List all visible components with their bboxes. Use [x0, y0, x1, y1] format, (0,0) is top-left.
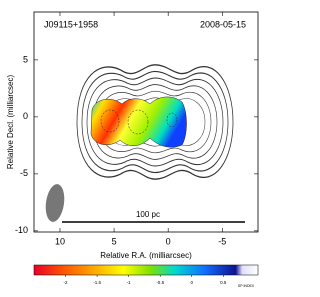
y-axis-label: Relative Decl. (milliarcsec) — [6, 75, 15, 170]
colorbar-tick-label: -0.5 — [156, 280, 164, 285]
x-tick-label: 10 — [55, 236, 65, 246]
colorbar-tick-label: -1.5 — [93, 280, 101, 285]
x-tick-label: 5 — [112, 236, 117, 246]
y-tick-label: -5 — [20, 168, 28, 178]
colorbar-tick-label: 0.5 — [220, 280, 227, 285]
colorbar-label: SP INDEX — [238, 284, 255, 288]
colorbar-tick-label: -1 — [127, 280, 131, 285]
colorbar-tick-label: -2 — [64, 280, 68, 285]
x-tick-label: -5 — [218, 236, 226, 246]
y-tick-label: 5 — [23, 54, 28, 64]
inner-contours — [100, 109, 178, 135]
y-tick-label: 0 — [23, 111, 28, 121]
chart-title: J09115+1958 — [44, 19, 98, 29]
x-tick-label: 0 — [166, 236, 171, 246]
colorbar — [33, 264, 259, 276]
scale-label: 100 pc — [136, 210, 160, 219]
x-axis-label: Relative R.A. (milliarcsec) — [100, 251, 192, 260]
emission — [90, 96, 187, 148]
colorbar-tick-label: 0 — [190, 280, 193, 285]
chart: 100 pc J09115+1958 2008-05-15 Relative R… — [6, 11, 259, 288]
plot-frame — [33, 11, 259, 233]
y-tick-label: -10 — [15, 225, 28, 235]
chart-subtitle: 2008-05-15 — [200, 19, 246, 29]
page: {"chart_data": {"type": "image", "title"… — [6, 11, 259, 288]
beam — [45, 184, 65, 222]
